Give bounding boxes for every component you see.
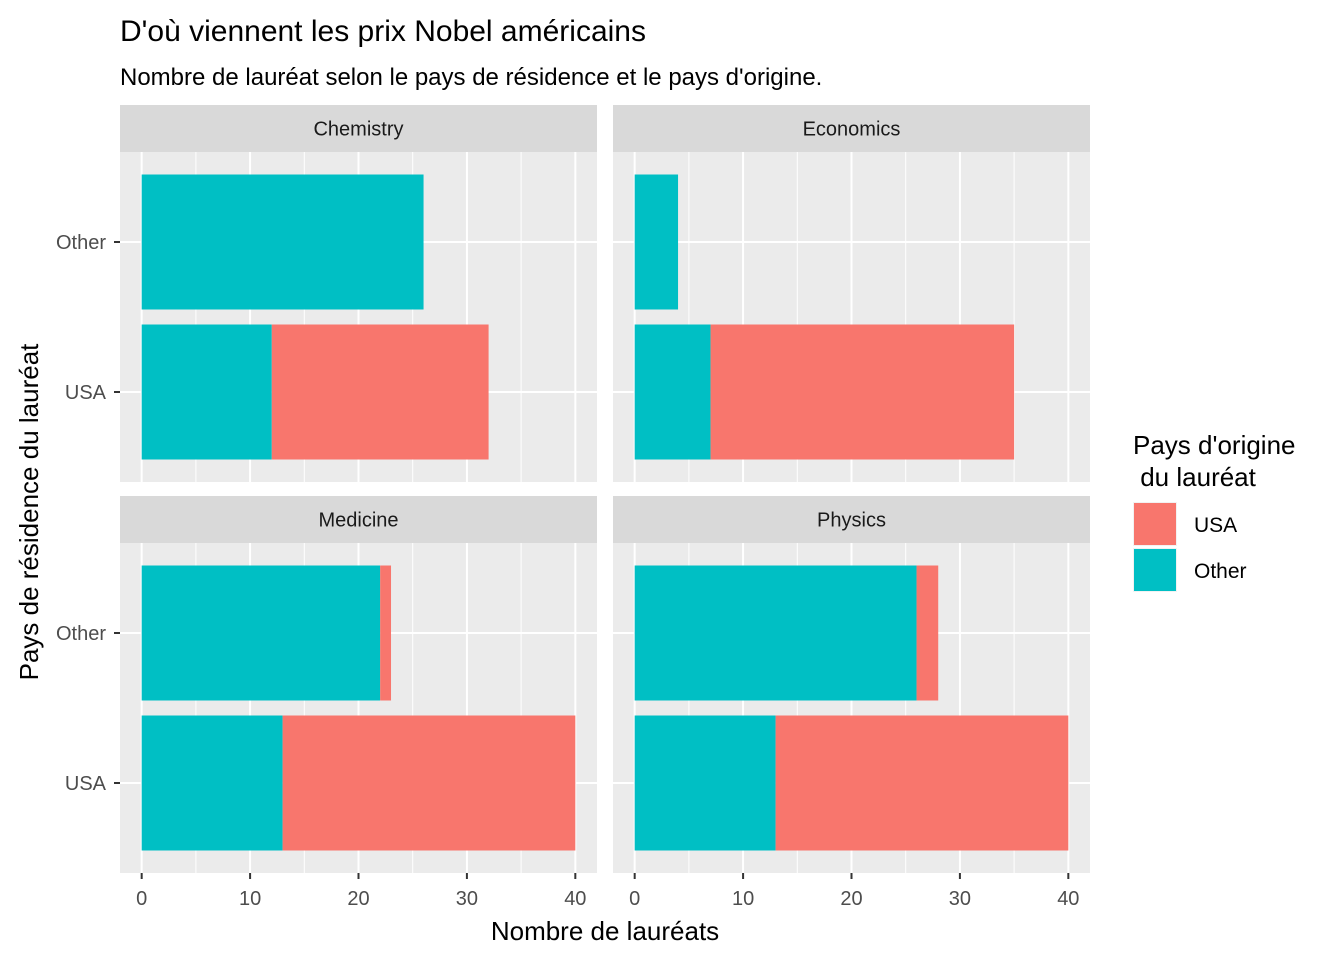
x-axis-title: Nombre de lauréats [491, 916, 719, 946]
y-tick-label: USA [65, 382, 107, 404]
x-tick-label: 10 [239, 888, 261, 910]
facet-economics: Economics [613, 105, 1090, 482]
facet-medicine: Medicine USA Other 0 10 20 30 40 [56, 496, 597, 910]
facet-strip [613, 496, 1090, 543]
bar-segment-usa-usa [271, 324, 489, 460]
y-tick-label: Other [56, 623, 106, 645]
x-tick-label: 0 [136, 888, 147, 910]
bar-segment-usa-usa [775, 715, 1069, 851]
bar-segment-usa-other [141, 715, 283, 851]
x-tick-label: 30 [949, 888, 971, 910]
chart-title: D'où viennent les prix Nobel américains [120, 15, 646, 48]
x-tick-label: 40 [564, 888, 586, 910]
bar-segment-other-other [634, 174, 679, 310]
y-tick-label: Other [56, 232, 106, 254]
legend-label-usa: USA [1194, 514, 1237, 537]
x-tick-label: 40 [1057, 888, 1079, 910]
legend-key-usa [1134, 503, 1176, 545]
legend-title-line-2: du lauréat [1133, 462, 1257, 492]
facet-strip [120, 105, 597, 152]
x-tick-label: 30 [456, 888, 478, 910]
bar-segment-other-usa [380, 565, 392, 701]
facet-strip-label: Physics [817, 510, 886, 532]
x-tick-label: 10 [732, 888, 754, 910]
bar-segment-usa-other [634, 324, 711, 460]
bar-segment-usa-other [141, 324, 272, 460]
x-tick-label: 20 [347, 888, 369, 910]
bar-segment-other-usa [916, 565, 939, 701]
legend-title-line-1: Pays d'origine [1133, 430, 1296, 460]
legend-label-other: Other [1194, 560, 1247, 583]
bar-segment-other-other [141, 565, 381, 701]
facet-strip-label: Economics [803, 119, 901, 141]
y-axis-title: Pays de résidence du lauréat [14, 343, 44, 681]
facet-strip-label: Chemistry [313, 119, 403, 141]
chart-subtitle: Nombre de lauréat selon le pays de résid… [120, 64, 822, 91]
facet-strip-label: Medicine [318, 510, 398, 532]
facet-strip [120, 496, 597, 543]
bar-segment-usa-usa [710, 324, 1015, 460]
y-tick-label: USA [65, 773, 107, 795]
legend: Pays d'origine du lauréat USA Other [1133, 430, 1296, 592]
bar-segment-usa-usa [282, 715, 576, 851]
x-tick-label: 0 [629, 888, 640, 910]
facet-physics: Physics 0 10 20 30 40 [613, 496, 1090, 910]
bar-segment-usa-other [634, 715, 776, 851]
bar-segment-other-other [141, 174, 424, 310]
facet-strip [613, 105, 1090, 152]
facet-panels: Chemistry USA Other Economics Medicine USA Oth… [56, 105, 1090, 910]
bar-segment-other-other [634, 565, 917, 701]
facet-chemistry: Chemistry USA Other [56, 105, 597, 482]
legend-key-other [1134, 549, 1176, 591]
x-tick-label: 20 [840, 888, 862, 910]
